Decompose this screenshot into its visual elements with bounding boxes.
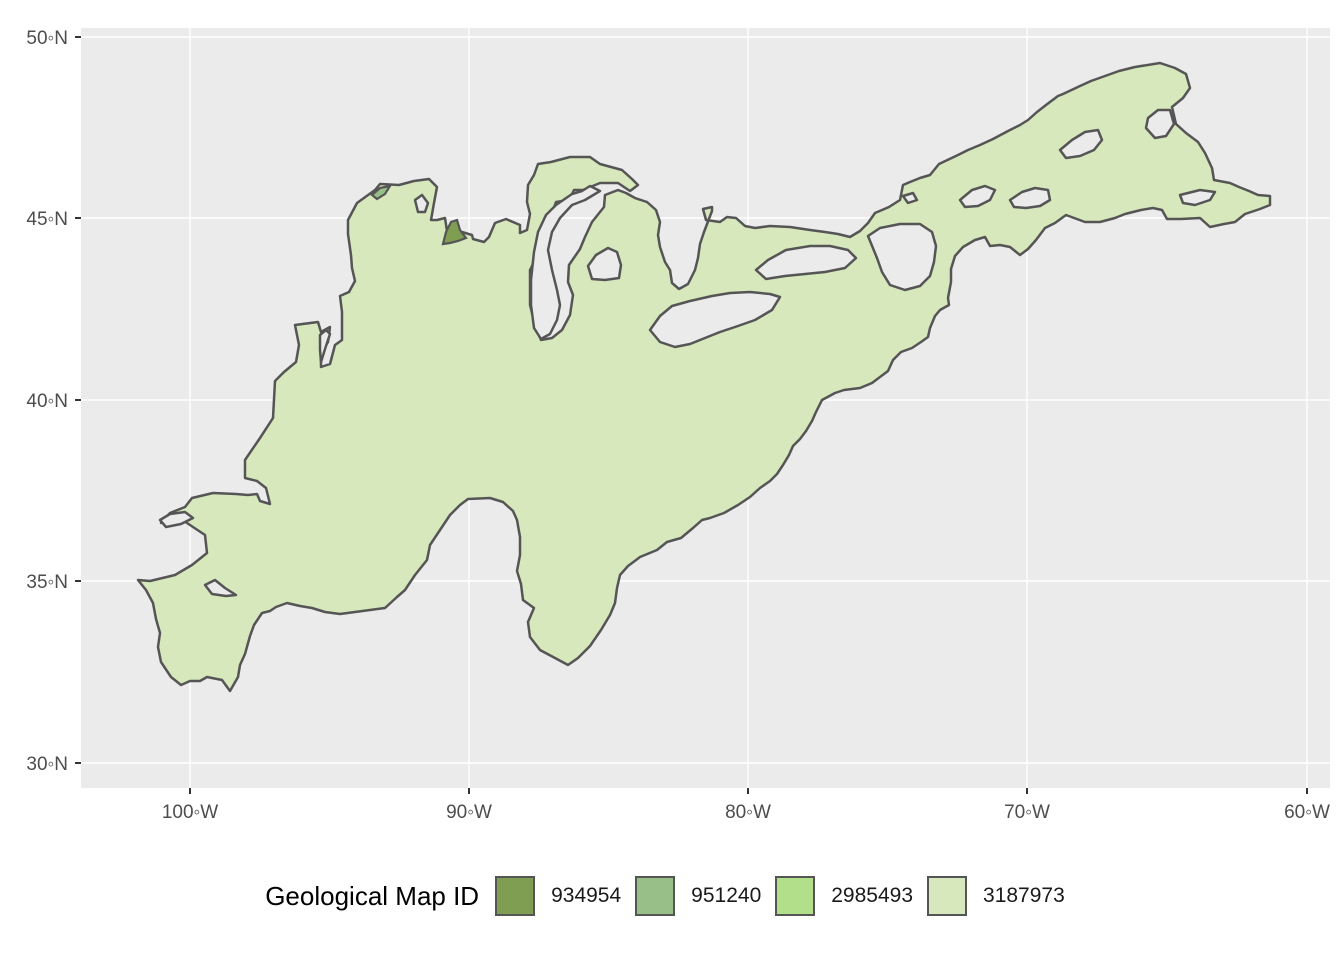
- map-panel: 50◦N 45◦N 40◦N 35◦N 30◦N 100◦W 90◦W 80◦W…: [26, 28, 1330, 823]
- x-tick-label: 60◦W: [1284, 802, 1330, 823]
- geological-unit-951240: [370, 184, 393, 201]
- legend-item: 951240: [635, 876, 761, 916]
- legend-swatch: [495, 876, 536, 916]
- x-tick-label: 100◦W: [162, 802, 218, 823]
- legend-label: 2985493: [831, 884, 914, 907]
- x-tick-label: 90◦W: [446, 802, 492, 823]
- legend-label: 951240: [691, 884, 762, 907]
- x-tick-label: 80◦W: [725, 802, 771, 823]
- y-tick-label: 30◦N: [26, 754, 68, 775]
- geological-unit-934954: [441, 218, 468, 246]
- legend-label: 3187973: [983, 884, 1065, 907]
- legend-swatch: [635, 876, 676, 916]
- y-tick-label: 35◦N: [26, 572, 68, 593]
- lakes: [158, 108, 1217, 598]
- axis-ticks: [75, 36, 1308, 794]
- y-tick-label: 50◦N: [26, 28, 68, 49]
- legend-label: 934954: [551, 884, 622, 907]
- x-tick-label: 70◦W: [1004, 802, 1050, 823]
- legend-swatch: [775, 876, 816, 916]
- y-tick-label: 45◦N: [26, 209, 68, 230]
- y-tick-label: 40◦N: [26, 391, 68, 412]
- legend-item: 2985493: [775, 876, 913, 916]
- legend: Geological Map ID 934954 951240 2985493 …: [0, 868, 1344, 924]
- legend-title: Geological Map ID: [265, 880, 480, 911]
- legend-item: 3187973: [927, 876, 1065, 916]
- geological-unit-3187973: [136, 61, 1272, 693]
- legend-swatch: [927, 876, 968, 916]
- legend-item: 934954: [495, 876, 621, 916]
